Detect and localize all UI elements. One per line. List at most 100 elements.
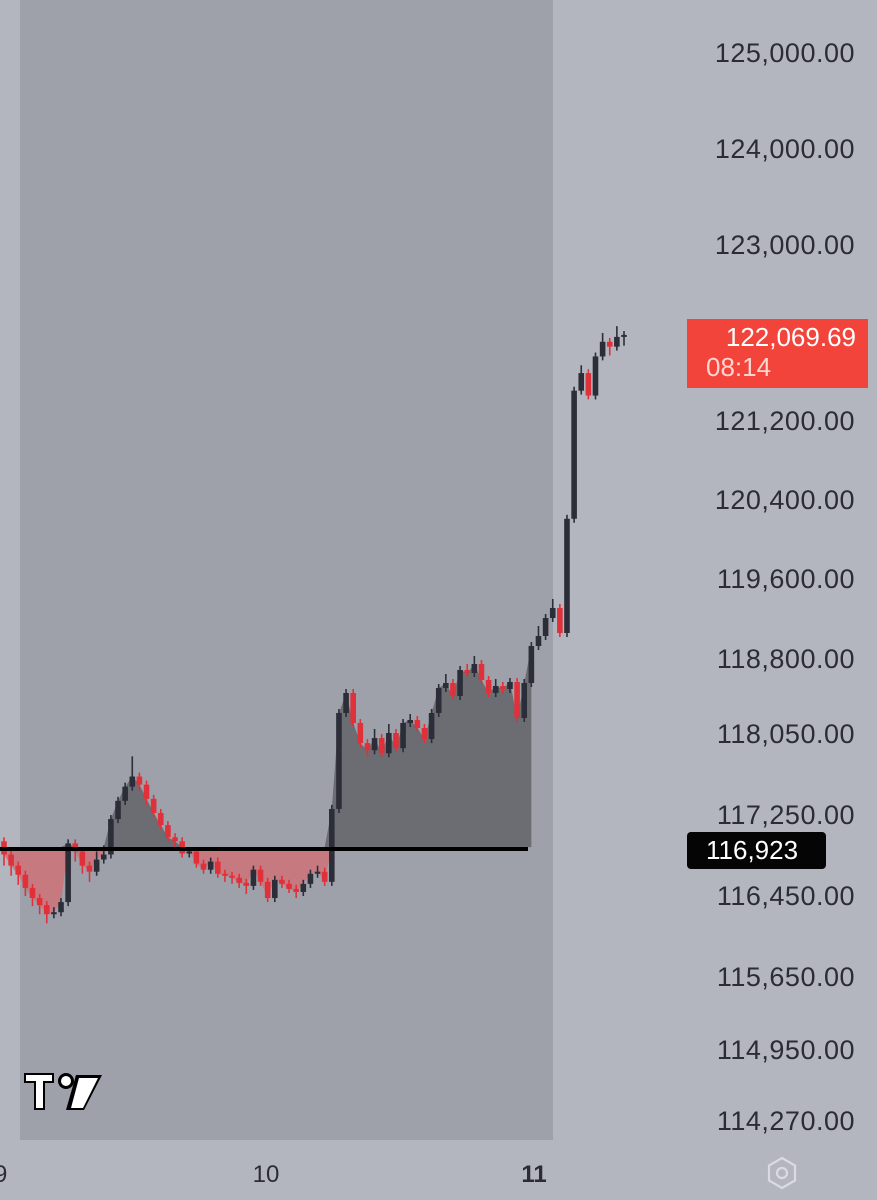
price-label: 125,000.00	[715, 38, 855, 68]
candle	[592, 352, 599, 400]
candle	[236, 873, 242, 888]
candle	[471, 656, 478, 677]
candle	[421, 724, 428, 744]
candle	[485, 676, 492, 697]
candle-body	[314, 871, 321, 874]
price-label: 124,000.00	[715, 134, 855, 164]
candle-body	[22, 874, 29, 888]
candle-body	[564, 518, 570, 633]
candle	[414, 716, 421, 732]
candle-body	[357, 723, 364, 744]
candle	[86, 861, 93, 882]
baseline-tag[interactable]: 116,923	[687, 832, 826, 869]
candle-body	[43, 905, 50, 915]
candles	[1, 326, 627, 924]
candle-body	[621, 334, 627, 337]
candle-body	[115, 800, 121, 820]
candle-body	[585, 373, 592, 396]
candle	[200, 859, 207, 874]
candle	[222, 869, 228, 882]
candle-body	[378, 738, 385, 754]
candle	[450, 679, 456, 700]
candle-body	[500, 686, 506, 689]
candle	[214, 857, 221, 878]
candle-body	[521, 683, 528, 718]
candle	[407, 714, 414, 727]
candle	[571, 386, 577, 523]
baseline-value: 116,923	[706, 835, 798, 865]
candle-body	[606, 341, 613, 347]
price-label: 117,250.00	[717, 800, 855, 830]
candle	[157, 808, 164, 830]
candle	[29, 883, 36, 907]
candle-body	[243, 882, 250, 886]
last-price-tag-bg	[687, 319, 868, 388]
candle	[264, 877, 271, 903]
candle-body	[386, 733, 392, 754]
candle-body	[108, 819, 114, 855]
candle-body	[507, 682, 513, 689]
candle-body	[414, 720, 421, 728]
candle-body	[100, 854, 107, 860]
date-label-11: 11	[521, 1161, 546, 1188]
candle-body	[321, 871, 328, 882]
candle-body	[58, 902, 64, 913]
candle	[443, 674, 449, 692]
candle	[122, 782, 128, 805]
candle	[15, 861, 22, 885]
candle-body	[250, 869, 257, 886]
candle	[93, 851, 100, 876]
candle	[478, 660, 485, 684]
price-label: 114,950.00	[717, 1035, 855, 1065]
candle	[599, 332, 606, 361]
candle-body	[307, 873, 314, 884]
date-label-10: 10	[253, 1161, 280, 1188]
candle	[500, 682, 506, 694]
candle	[457, 666, 463, 700]
candle-body	[193, 851, 200, 864]
candle-body	[471, 664, 478, 673]
price-label: 120,400.00	[715, 485, 855, 515]
candle-body	[492, 686, 499, 693]
candle	[464, 664, 471, 677]
candle	[386, 724, 392, 758]
price-label: 118,800.00	[717, 644, 855, 674]
candle	[321, 867, 328, 886]
candle-body	[172, 837, 178, 842]
candle	[614, 326, 620, 351]
candle	[22, 870, 29, 897]
candle-body	[129, 776, 136, 787]
candle	[300, 879, 307, 897]
last-price-tag[interactable]: 122,069.69 08:14	[687, 319, 868, 388]
candle	[428, 709, 435, 744]
candle	[542, 614, 549, 640]
candle	[43, 901, 50, 924]
candle-body	[29, 887, 36, 899]
candle-body	[157, 812, 164, 826]
candle-body	[599, 341, 606, 357]
price-label: 114,270.00	[717, 1106, 855, 1136]
candle	[371, 729, 378, 755]
candle	[435, 684, 442, 717]
candle	[150, 794, 157, 818]
candle	[350, 689, 356, 727]
candle-body	[272, 879, 278, 899]
tradingview-logo-icon	[24, 1073, 102, 1110]
candle-body	[214, 861, 221, 874]
candle	[521, 679, 528, 722]
candle-body	[36, 898, 43, 906]
candle-body	[557, 608, 563, 633]
candle-body	[592, 356, 599, 396]
price-label: 115,650.00	[717, 962, 855, 992]
candle-body	[136, 776, 143, 785]
candle	[585, 369, 592, 400]
candle-body	[15, 865, 22, 875]
settings-hexagon-icon[interactable]	[767, 1156, 797, 1190]
candle-body	[264, 881, 271, 899]
last-price-value: 122,069.69	[726, 322, 856, 352]
candle	[243, 878, 250, 894]
candle	[279, 875, 285, 888]
candle	[58, 898, 64, 917]
candle-body	[364, 743, 371, 751]
